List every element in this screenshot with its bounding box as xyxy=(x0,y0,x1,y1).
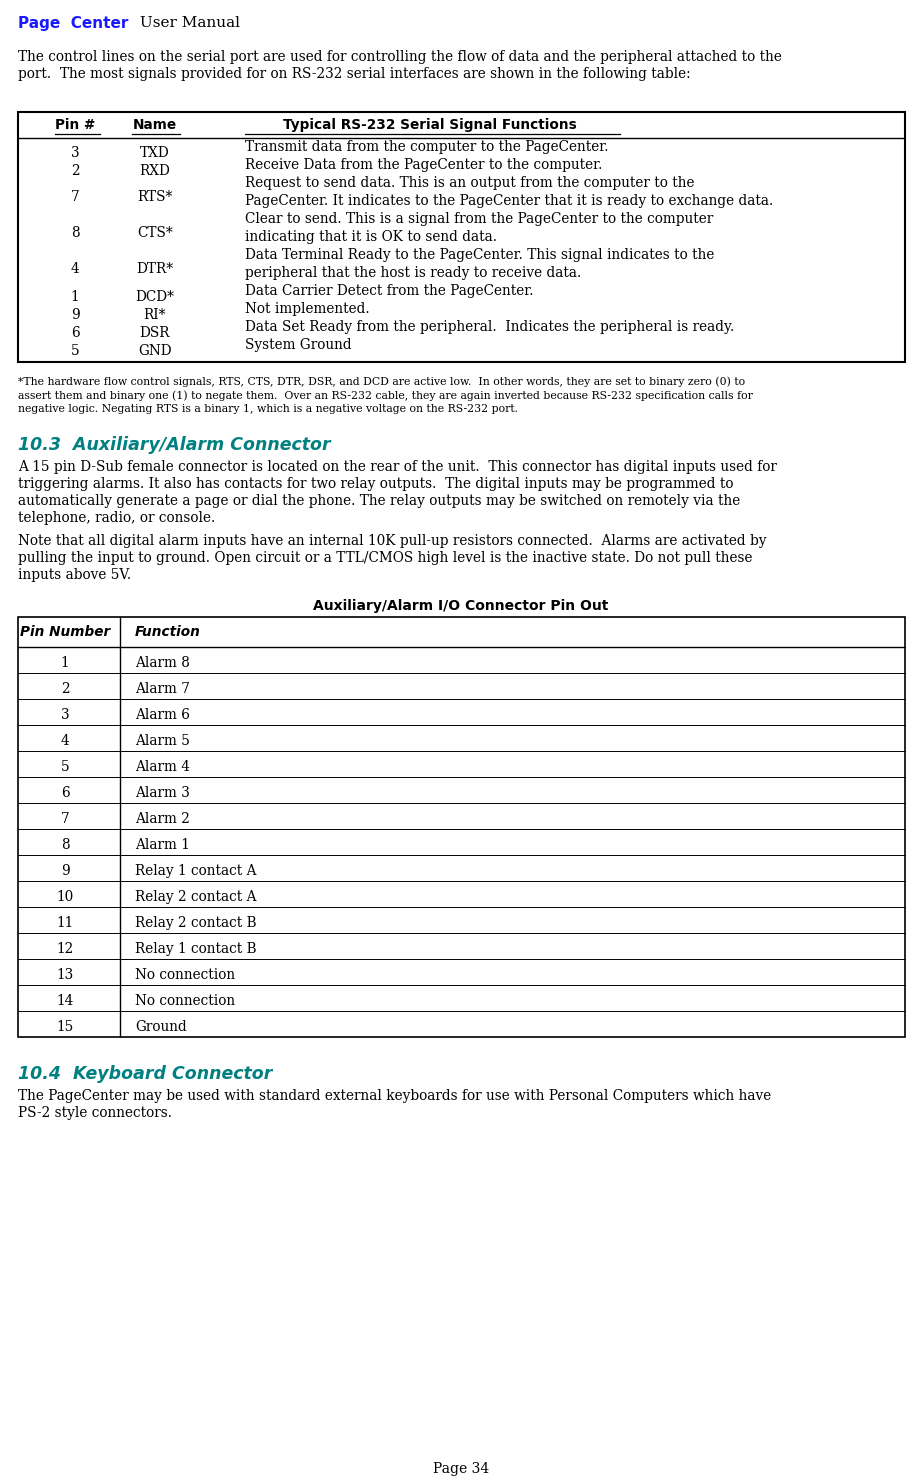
Text: Alarm 1: Alarm 1 xyxy=(135,839,190,852)
Text: 12: 12 xyxy=(56,943,74,956)
Text: Pin Number: Pin Number xyxy=(20,625,110,639)
Text: negative logic. Negating RTS is a binary 1, which is a negative voltage on the R: negative logic. Negating RTS is a binary… xyxy=(18,405,518,413)
Text: 7: 7 xyxy=(61,812,69,825)
Text: Function: Function xyxy=(135,625,201,639)
Text: 8: 8 xyxy=(71,227,79,240)
Text: A 15 pin D-Sub female connector is located on the rear of the unit.  This connec: A 15 pin D-Sub female connector is locat… xyxy=(18,459,777,474)
Text: Alarm 4: Alarm 4 xyxy=(135,760,190,774)
Text: 1: 1 xyxy=(61,657,69,670)
Text: RI*: RI* xyxy=(144,308,166,322)
Text: telephone, radio, or console.: telephone, radio, or console. xyxy=(18,511,215,525)
Text: Relay 2 contact A: Relay 2 contact A xyxy=(135,891,257,904)
Text: DTR*: DTR* xyxy=(137,262,174,276)
Text: Request to send data. This is an output from the computer to the: Request to send data. This is an output … xyxy=(245,176,694,190)
Text: Alarm 7: Alarm 7 xyxy=(135,682,190,697)
Text: *The hardware flow control signals, RTS, CTS, DTR, DSR, and DCD are active low. : *The hardware flow control signals, RTS,… xyxy=(18,376,745,387)
Text: Alarm 2: Alarm 2 xyxy=(135,812,190,825)
Text: RXD: RXD xyxy=(139,165,171,178)
Text: 13: 13 xyxy=(56,968,74,983)
Text: Pin #: Pin # xyxy=(54,119,95,132)
Text: 7: 7 xyxy=(71,190,79,205)
Text: 15: 15 xyxy=(56,1020,74,1034)
Text: Page  Center: Page Center xyxy=(18,16,128,31)
Text: CTS*: CTS* xyxy=(138,227,173,240)
Bar xyxy=(18,113,905,362)
Text: The PageCenter may be used with standard external keyboards for use with Persona: The PageCenter may be used with standard… xyxy=(18,1089,772,1103)
Text: 5: 5 xyxy=(71,344,79,359)
Text: 10.3  Auxiliary/Alarm Connector: 10.3 Auxiliary/Alarm Connector xyxy=(18,436,330,453)
Text: Relay 1 contact A: Relay 1 contact A xyxy=(135,864,257,879)
Text: 1: 1 xyxy=(71,290,79,304)
Text: Alarm 3: Alarm 3 xyxy=(135,785,190,800)
Text: No connection: No connection xyxy=(135,968,235,983)
Text: 2: 2 xyxy=(71,165,79,178)
Text: Data Terminal Ready to the PageCenter. This signal indicates to the: Data Terminal Ready to the PageCenter. T… xyxy=(245,247,714,262)
Text: User Manual: User Manual xyxy=(135,16,240,30)
Text: automatically generate a page or dial the phone. The relay outputs may be switch: automatically generate a page or dial th… xyxy=(18,494,740,508)
Text: Note that all digital alarm inputs have an internal 10K pull-up resistors connec: Note that all digital alarm inputs have … xyxy=(18,534,766,548)
Text: Relay 1 contact B: Relay 1 contact B xyxy=(135,943,257,956)
Text: 11: 11 xyxy=(56,916,74,931)
Text: Relay 2 contact B: Relay 2 contact B xyxy=(135,916,257,931)
Text: Alarm 5: Alarm 5 xyxy=(135,734,190,748)
Text: Clear to send. This is a signal from the PageCenter to the computer: Clear to send. This is a signal from the… xyxy=(245,212,713,225)
Text: 6: 6 xyxy=(61,785,69,800)
Text: 8: 8 xyxy=(61,839,69,852)
Text: Typical RS-232 Serial Signal Functions: Typical RS-232 Serial Signal Functions xyxy=(283,119,577,132)
Text: Alarm 6: Alarm 6 xyxy=(135,708,190,722)
Text: 4: 4 xyxy=(61,734,69,748)
Text: 10: 10 xyxy=(56,891,74,904)
Text: port.  The most signals provided for on RS-232 serial interfaces are shown in th: port. The most signals provided for on R… xyxy=(18,67,690,82)
Text: 9: 9 xyxy=(61,864,69,879)
Text: DCD*: DCD* xyxy=(136,290,174,304)
Text: GND: GND xyxy=(138,344,172,359)
Text: Page 34: Page 34 xyxy=(433,1463,489,1476)
Text: DSR: DSR xyxy=(139,326,170,339)
Text: 14: 14 xyxy=(56,994,74,1008)
Text: TXD: TXD xyxy=(140,147,170,160)
Text: Auxiliary/Alarm I/O Connector Pin Out: Auxiliary/Alarm I/O Connector Pin Out xyxy=(313,599,608,614)
Text: triggering alarms. It also has contacts for two relay outputs.  The digital inpu: triggering alarms. It also has contacts … xyxy=(18,477,734,491)
Text: No connection: No connection xyxy=(135,994,235,1008)
Text: 9: 9 xyxy=(71,308,79,322)
Text: Receive Data from the PageCenter to the computer.: Receive Data from the PageCenter to the … xyxy=(245,159,603,172)
Text: The control lines on the serial port are used for controlling the flow of data a: The control lines on the serial port are… xyxy=(18,50,782,64)
Text: assert them and binary one (1) to negate them.  Over an RS-232 cable, they are a: assert them and binary one (1) to negate… xyxy=(18,390,753,400)
Text: Name: Name xyxy=(133,119,177,132)
Text: 6: 6 xyxy=(71,326,79,339)
Text: System Ground: System Ground xyxy=(245,338,352,353)
Text: Data Set Ready from the peripheral.  Indicates the peripheral is ready.: Data Set Ready from the peripheral. Indi… xyxy=(245,320,735,333)
Bar xyxy=(18,617,905,1037)
Text: PageCenter. It indicates to the PageCenter that it is ready to exchange data.: PageCenter. It indicates to the PageCent… xyxy=(245,194,773,207)
Text: 5: 5 xyxy=(61,760,69,774)
Text: indicating that it is OK to send data.: indicating that it is OK to send data. xyxy=(245,230,497,245)
Text: PS-2 style connectors.: PS-2 style connectors. xyxy=(18,1106,172,1120)
Text: 3: 3 xyxy=(61,708,69,722)
Text: 2: 2 xyxy=(61,682,69,697)
Text: 10.4  Keyboard Connector: 10.4 Keyboard Connector xyxy=(18,1066,272,1083)
Text: peripheral that the host is ready to receive data.: peripheral that the host is ready to rec… xyxy=(245,265,581,280)
Text: Not implemented.: Not implemented. xyxy=(245,302,369,316)
Text: inputs above 5V.: inputs above 5V. xyxy=(18,568,131,582)
Text: 4: 4 xyxy=(71,262,79,276)
Text: Data Carrier Detect from the PageCenter.: Data Carrier Detect from the PageCenter. xyxy=(245,285,533,298)
Text: pulling the input to ground. Open circuit or a TTL/CMOS high level is the inacti: pulling the input to ground. Open circui… xyxy=(18,551,752,565)
Text: RTS*: RTS* xyxy=(138,190,173,205)
Text: 3: 3 xyxy=(71,147,79,160)
Text: Ground: Ground xyxy=(135,1020,186,1034)
Text: Alarm 8: Alarm 8 xyxy=(135,657,190,670)
Text: Transmit data from the computer to the PageCenter.: Transmit data from the computer to the P… xyxy=(245,139,608,154)
